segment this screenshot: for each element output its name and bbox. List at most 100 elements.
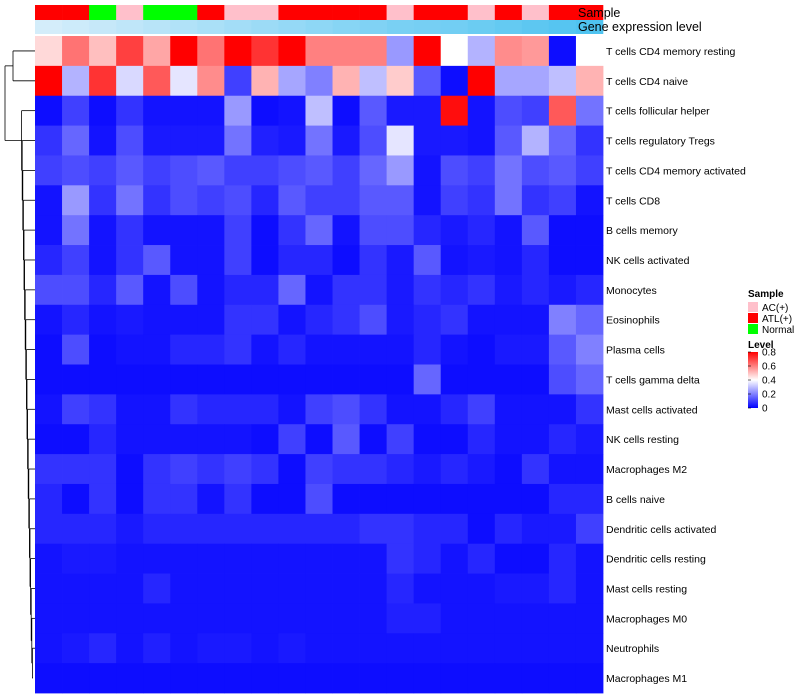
- gene-expression-annotation-cell: [278, 20, 306, 34]
- heatmap-cell: [251, 573, 279, 604]
- heatmap-cell: [575, 513, 604, 545]
- heatmap-cell: [413, 543, 442, 574]
- sample-annotation-cell: [359, 5, 387, 20]
- heatmap-cell: [62, 424, 90, 455]
- heatmap-cell: [440, 304, 469, 336]
- gene-expression-annotation-cell: [575, 20, 604, 34]
- heatmap-cell: [35, 633, 63, 664]
- gene-expression-annotation-cell: [521, 20, 550, 34]
- heatmap-cell: [278, 65, 306, 97]
- heatmap-cell: [305, 36, 333, 67]
- row-label: Mast cells activated: [606, 404, 698, 416]
- legend-sample-title: Sample: [748, 289, 784, 300]
- legend-tick-label: 0.4: [762, 376, 776, 387]
- heatmap-cell: [197, 245, 225, 276]
- heatmap-cell: [224, 633, 252, 664]
- heatmap-cell: [548, 483, 577, 515]
- heatmap-cell: [413, 633, 442, 664]
- heatmap-cell: [332, 633, 360, 664]
- heatmap-cell: [35, 245, 63, 276]
- heatmap-cell: [197, 633, 225, 664]
- heatmap-cell: [548, 573, 577, 604]
- heatmap-cell: [332, 274, 360, 306]
- heatmap-cell: [386, 513, 415, 545]
- heatmap-cell: [143, 454, 171, 485]
- heatmap-cell: [143, 65, 171, 97]
- heatmap-cell: [89, 185, 117, 216]
- heatmap-cell: [251, 125, 279, 156]
- heatmap-cell: [116, 573, 144, 604]
- row-label: Mast cells resting: [606, 583, 687, 595]
- heatmap-cell: [278, 125, 306, 156]
- heatmap-cell: [224, 304, 252, 336]
- heatmap-cell: [116, 633, 144, 664]
- heatmap-cell: [305, 424, 333, 455]
- heatmap-cell: [62, 454, 90, 485]
- heatmap-cell: [359, 304, 388, 336]
- heatmap-cell: [548, 454, 577, 485]
- heatmap-cell: [62, 394, 90, 425]
- heatmap-cell: [467, 125, 496, 156]
- heatmap-cell: [548, 155, 577, 186]
- heatmap-cell: [35, 394, 63, 425]
- heatmap-cell: [224, 364, 252, 395]
- heatmap-cell: [62, 215, 90, 246]
- heatmap-cell: [62, 633, 90, 664]
- heatmap-cell: [89, 394, 117, 425]
- heatmap-cell: [575, 185, 604, 216]
- sample-annotation-cell: [386, 5, 414, 20]
- heatmap-cell: [278, 274, 306, 306]
- gene-expression-annotation-cell: [332, 20, 360, 34]
- heatmap-cell: [548, 394, 577, 425]
- gene-expression-annotation-cell: [467, 20, 496, 34]
- legend-tick-label: 0: [762, 404, 768, 415]
- heatmap-cell: [548, 95, 577, 126]
- heatmap-cell: [359, 394, 388, 425]
- heatmap-cell: [494, 543, 523, 574]
- heatmap-cell: [494, 185, 523, 216]
- heatmap-cell: [332, 304, 360, 336]
- heatmap-cell: [575, 633, 604, 664]
- heatmap-cell: [359, 424, 388, 455]
- heatmap-cell: [89, 364, 117, 395]
- heatmap-cell: [251, 215, 279, 246]
- heatmap-cell: [359, 36, 388, 67]
- heatmap-cell: [575, 663, 604, 694]
- heatmap-cell: [548, 215, 577, 246]
- heatmap-cell: [467, 304, 496, 336]
- heatmap-cell: [278, 334, 306, 365]
- sample-annotation-label: Sample: [578, 6, 620, 20]
- heatmap-cell: [170, 483, 198, 515]
- heatmap-cell: [143, 155, 171, 186]
- gene-expression-annotation-cell: [548, 20, 577, 34]
- heatmap-cell: [440, 573, 469, 604]
- gene-expression-annotation-cell: [62, 20, 90, 34]
- heatmap-cell: [170, 454, 198, 485]
- heatmap-cell: [521, 95, 550, 126]
- heatmap-cell: [170, 245, 198, 276]
- row-label: T cells follicular helper: [606, 106, 710, 118]
- heatmap-cell: [467, 603, 496, 634]
- heatmap-cell: [197, 543, 225, 574]
- row-label: T cells CD8: [606, 195, 660, 207]
- legend-swatch-normal: [748, 324, 758, 334]
- heatmap-cell: [35, 215, 63, 246]
- heatmap-cell: [35, 663, 63, 694]
- gene-expression-annotation-cell: [224, 20, 252, 34]
- heatmap-cell: [575, 454, 604, 485]
- heatmap-cell: [278, 573, 306, 604]
- heatmap-cell: [116, 483, 144, 515]
- heatmap-cell: [62, 603, 90, 634]
- heatmap-cell: [278, 663, 306, 694]
- gene-expression-annotation-cell: [170, 20, 198, 34]
- heatmap-cell: [440, 36, 469, 67]
- heatmap-cell: [197, 274, 225, 306]
- heatmap-cell: [548, 65, 577, 97]
- heatmap-cell: [224, 185, 252, 216]
- heatmap-cell: [305, 304, 333, 336]
- gene-expression-annotation-cell: [386, 20, 414, 34]
- heatmap-cell: [224, 334, 252, 365]
- heatmap-cell: [116, 334, 144, 365]
- heatmap-cell: [197, 215, 225, 246]
